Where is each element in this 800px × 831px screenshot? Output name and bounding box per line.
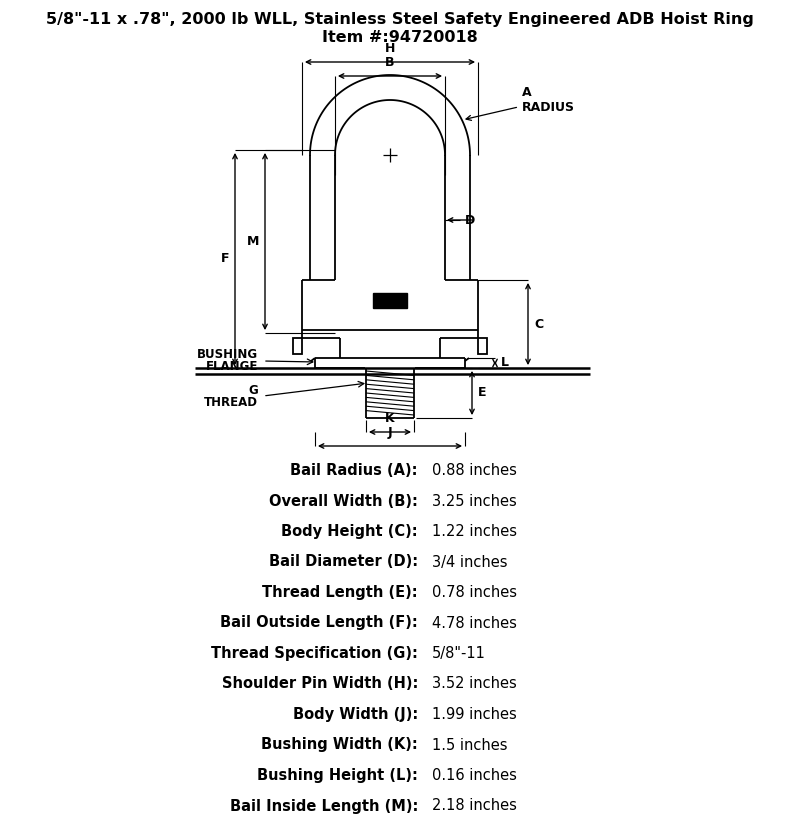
Text: Bail Radius (A):: Bail Radius (A): xyxy=(290,463,418,478)
Text: C: C xyxy=(534,317,543,331)
Text: K: K xyxy=(385,412,395,425)
Text: J: J xyxy=(388,426,392,439)
Text: Bushing Height (L):: Bushing Height (L): xyxy=(257,768,418,783)
Bar xyxy=(478,338,487,354)
Text: BUSHING: BUSHING xyxy=(197,348,258,361)
Text: 0.16 inches: 0.16 inches xyxy=(432,768,517,783)
Text: H: H xyxy=(385,42,395,55)
Text: Thread Specification (G):: Thread Specification (G): xyxy=(211,646,418,661)
Text: E: E xyxy=(478,386,486,400)
Text: THREAD: THREAD xyxy=(204,396,258,409)
Text: A
RADIUS: A RADIUS xyxy=(466,86,575,120)
Text: G: G xyxy=(248,383,258,396)
Bar xyxy=(373,293,407,308)
Text: FLANGE: FLANGE xyxy=(206,361,258,373)
Text: Bail Inside Length (M):: Bail Inside Length (M): xyxy=(230,799,418,814)
Text: 3/4 inches: 3/4 inches xyxy=(432,554,507,569)
Text: 5/8"-11: 5/8"-11 xyxy=(432,646,486,661)
Text: 4.78 inches: 4.78 inches xyxy=(432,616,517,631)
Text: Overall Width (B):: Overall Width (B): xyxy=(269,494,418,509)
Bar xyxy=(293,338,302,354)
Text: D: D xyxy=(465,214,475,227)
Text: Bail Outside Length (F):: Bail Outside Length (F): xyxy=(220,616,418,631)
Text: 2.18 inches: 2.18 inches xyxy=(432,799,517,814)
Text: Body Height (C):: Body Height (C): xyxy=(282,524,418,539)
Text: Bail Diameter (D):: Bail Diameter (D): xyxy=(269,554,418,569)
Text: 3.52 inches: 3.52 inches xyxy=(432,676,517,691)
Text: 0.78 inches: 0.78 inches xyxy=(432,585,517,600)
Text: L: L xyxy=(501,356,509,370)
Text: Item #:94720018: Item #:94720018 xyxy=(322,30,478,45)
Text: Bushing Width (K):: Bushing Width (K): xyxy=(262,737,418,753)
Text: Body Width (J):: Body Width (J): xyxy=(293,707,418,722)
Text: 0.88 inches: 0.88 inches xyxy=(432,463,517,478)
Text: 3.25 inches: 3.25 inches xyxy=(432,494,517,509)
Text: F: F xyxy=(221,253,229,265)
Text: M: M xyxy=(246,235,259,248)
Text: B: B xyxy=(386,56,394,69)
Text: 1.22 inches: 1.22 inches xyxy=(432,524,517,539)
Text: Thread Length (E):: Thread Length (E): xyxy=(262,585,418,600)
Text: 1.5 inches: 1.5 inches xyxy=(432,737,507,753)
Text: Shoulder Pin Width (H):: Shoulder Pin Width (H): xyxy=(222,676,418,691)
Text: 5/8"-11 x .78", 2000 lb WLL, Stainless Steel Safety Engineered ADB Hoist Ring: 5/8"-11 x .78", 2000 lb WLL, Stainless S… xyxy=(46,12,754,27)
Text: 1.99 inches: 1.99 inches xyxy=(432,707,517,722)
